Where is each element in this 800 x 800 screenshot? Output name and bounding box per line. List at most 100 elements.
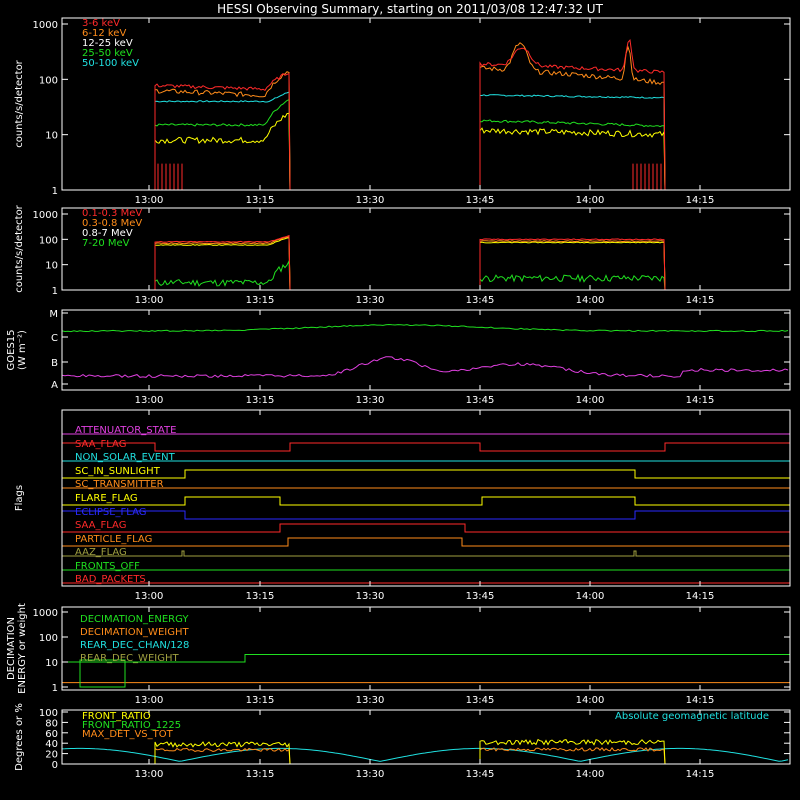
counts-ytick-label: 100 [39,75,58,86]
counts-legend-item: 12-25 keV [82,38,133,49]
decimation-energy-line [62,654,790,663]
flag-trace [62,550,790,557]
flags-xtick-label: 13:15 [246,591,275,602]
ratio-ytick-label: 100 [39,708,58,719]
decimation-legend-item: DECIMATION_ENERGY [80,614,189,625]
flag-trace [62,496,790,506]
series-7-20mev [479,273,666,291]
series-50-100kev [154,91,291,191]
decimation-xtick-label: 13:00 [135,695,164,706]
high_energy-xtick-label: 14:15 [686,295,715,306]
geomagnetic-latitude-line [61,747,789,762]
max-det-vs-tot [479,747,666,765]
counts-ytick-label: 1000 [33,20,58,31]
series-6-12kev [154,71,291,191]
high_energy-ytick-label: 100 [39,235,58,246]
decimation-ytick-label: 10 [45,658,58,669]
goes-xtick-label: 14:15 [686,395,715,406]
series-0.1-0.3mev [154,234,291,291]
flag-trace [62,510,790,520]
ratio-xtick-label: 13:00 [135,769,164,780]
ratio-xtick-label: 14:00 [576,769,605,780]
decimation-xtick-label: 13:45 [466,695,495,706]
ratio-legend-item: MAX_DET_VS_TOT [82,729,174,740]
flag-trace [62,523,790,533]
high_energy-ytick-label: 1000 [33,210,58,221]
geomagnetic-legend: Absolute geomagnetic latitude [615,711,769,722]
counts-legend-item: 50-100 keV [82,58,139,69]
decimation-legend-item: DECIMATION_WEIGHT [80,627,189,638]
ratio-ylabel: Degrees or % [14,703,25,771]
goes-ytick-label: C [51,333,58,344]
decimation-legend-item: REAR_DEC_WEIGHT [80,653,179,664]
front-ratio [154,741,291,765]
ratio-ytick-label: 40 [45,739,58,750]
series-25-50kev [479,119,666,191]
figure-title: HESSI Observing Summary, starting on 201… [217,2,603,16]
counts-xtick-label: 13:30 [356,195,385,206]
series-7-20mev [154,259,291,291]
flag-trace [62,469,790,479]
series-0.3-0.8mev [479,240,666,291]
flag-label: SAA_FLAG [75,439,126,450]
goes-frame [61,309,791,391]
ratio-xtick-label: 14:15 [686,769,715,780]
flags-xtick-label: 13:45 [466,591,495,602]
goes-ylabel2: (W m⁻²) [17,330,28,370]
counts-xtick-label: 14:00 [576,195,605,206]
series-12-25kev [154,112,291,191]
high_energy-xtick-label: 14:00 [576,295,605,306]
decimation-xtick-label: 13:30 [356,695,385,706]
flags-xtick-label: 14:15 [686,591,715,602]
flag-label: SAA_FLAG [75,520,126,531]
ratio-legend-item: FRONT_RATIO [82,711,151,722]
counts-ylabel: counts/s/detector [14,59,25,147]
flag-label: SC_IN_SUNLIGHT [75,466,161,477]
ratio-xtick-label: 13:30 [356,769,385,780]
counts-ytick-label: 10 [45,131,58,142]
series-25-50kev [154,98,291,191]
counts-legend-item: 25-50 keV [82,48,133,59]
ratio-legend-item: FRONT_RATIO_1225 [82,720,181,731]
goes-long-channel [61,323,789,333]
flag-trace [62,442,790,452]
goes-xtick-label: 13:30 [356,395,385,406]
goes-ytick-label: A [51,380,58,391]
high_energy-frame [61,207,791,291]
goes-ytick-label: B [51,358,58,369]
flags-xtick-label: 13:00 [135,591,164,602]
high_energy-xtick-label: 13:45 [466,295,495,306]
goes-xtick-label: 14:00 [576,395,605,406]
high-energy-legend-item: 7-20 MeV [82,238,130,249]
counts-xtick-label: 13:00 [135,195,164,206]
decimation-xtick-label: 14:15 [686,695,715,706]
flags-frame [61,409,791,587]
decimation-xtick-label: 13:15 [246,695,275,706]
high_energy-xtick-label: 13:15 [246,295,275,306]
goes-xtick-label: 13:15 [246,395,275,406]
series-0.8-7mev [154,237,291,291]
ratio-ytick-label: 60 [45,729,58,740]
series-12-25kev [479,127,666,191]
flag-label: NON_SOLAR_EVENT [75,452,176,463]
flag-label: BAD_PACKETS [75,574,146,585]
flag-label: SC_TRANSMITTER [75,479,164,490]
ratio-ytick-label: 0 [52,760,58,771]
flag-trace [62,537,790,547]
goes-short-channel [61,356,789,378]
high-energy-legend-item: 0.1-0.3 MeV [82,208,142,219]
high_energy-ytick-label: 10 [45,261,58,272]
goes-xtick-label: 13:00 [135,395,164,406]
high_energy-ylabel: counts/s/detector [14,204,25,292]
flag-label: FRONTS_OFF [75,561,140,572]
rear-dec-box [79,659,126,688]
ratio-xtick-label: 13:15 [246,769,275,780]
ratio-xtick-label: 13:45 [466,769,495,780]
flags-xtick-label: 13:30 [356,591,385,602]
counts-xtick-label: 13:45 [466,195,495,206]
counts-xtick-label: 14:15 [686,195,715,206]
flag-label: FLARE_FLAG [75,493,138,504]
counts-xtick-label: 13:15 [246,195,275,206]
decimation-frame [61,606,791,691]
